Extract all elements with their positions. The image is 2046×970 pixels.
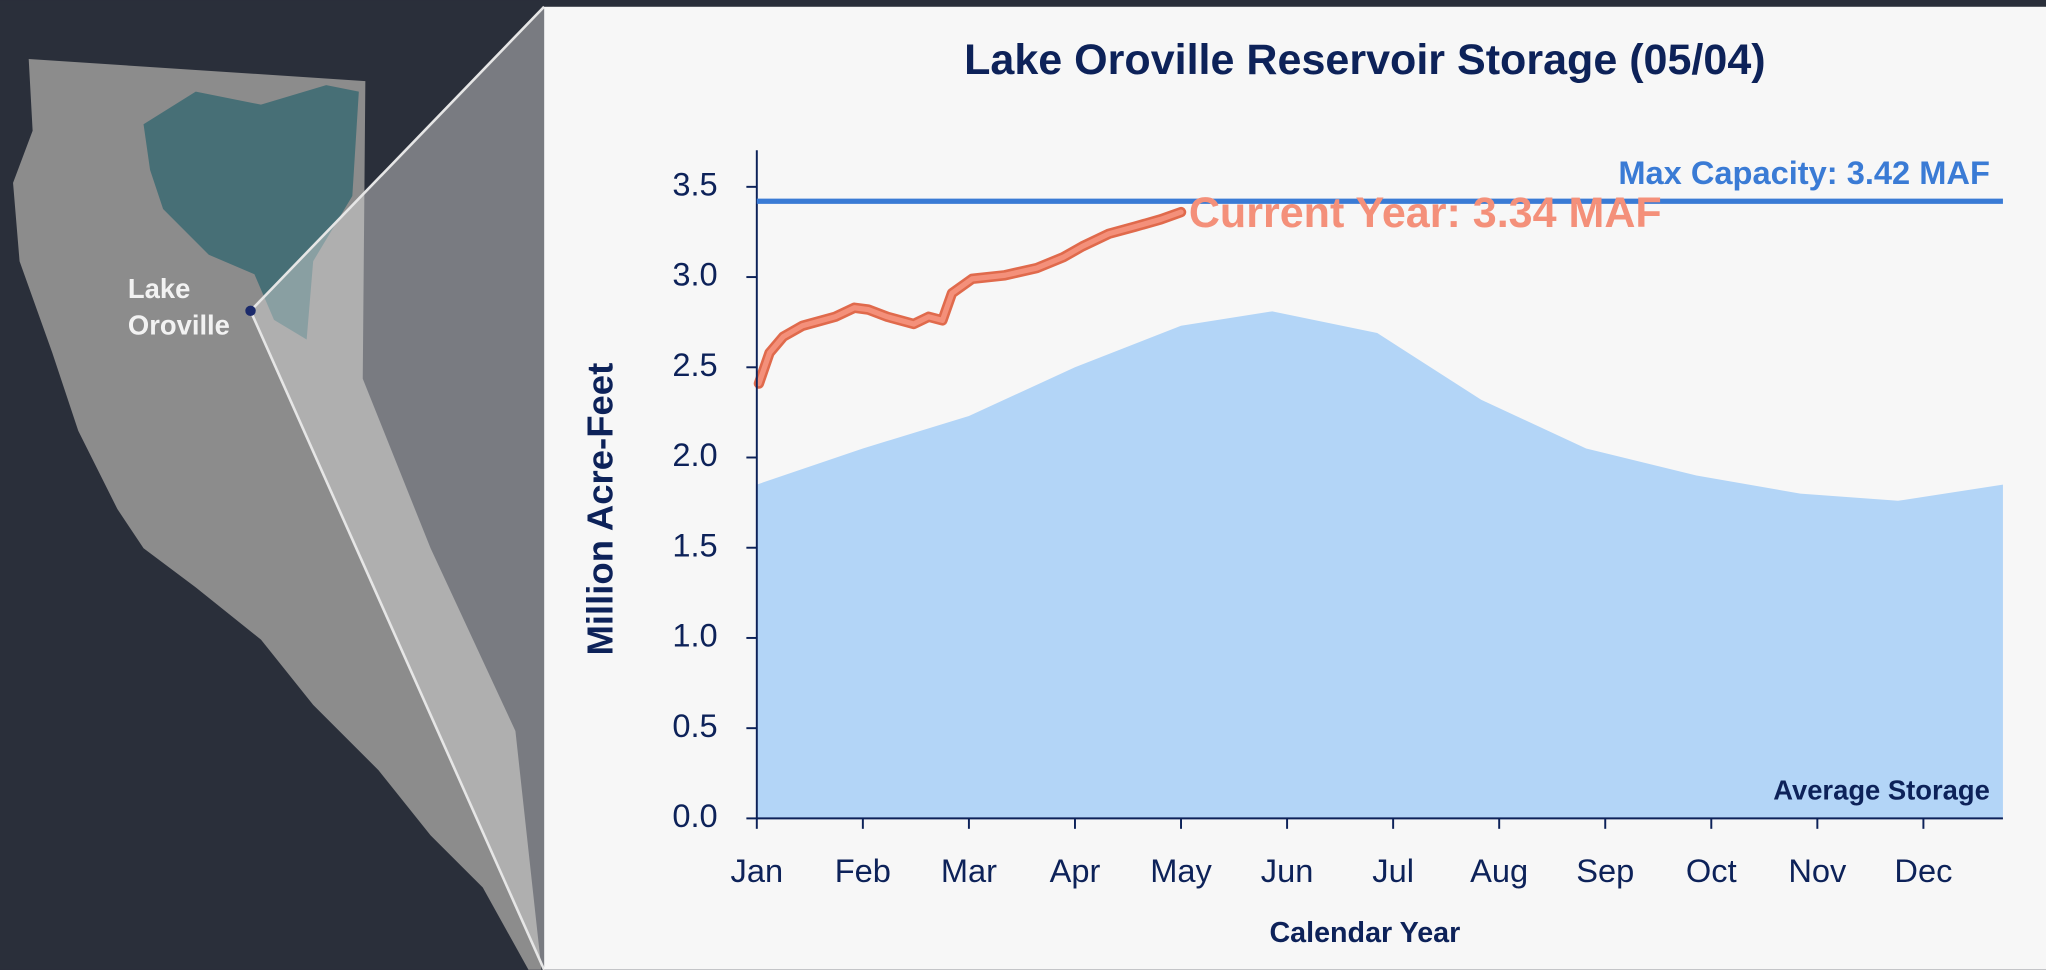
- x-tick-label: May: [1150, 852, 1212, 889]
- zoom-edge: [249, 5, 546, 312]
- california-map: [13, 58, 542, 970]
- y-tick-label: 0.5: [672, 707, 717, 744]
- x-tick-label: Oct: [1686, 852, 1737, 889]
- y-tick-label: 0.0: [672, 797, 717, 834]
- zoom-edge: [249, 310, 546, 970]
- watershed: [143, 85, 359, 340]
- y-tick-label: 2.0: [672, 436, 717, 473]
- area: [756, 311, 2003, 819]
- map-label-box: Lake Oroville: [127, 274, 230, 341]
- y-tick-label: 2.5: [672, 346, 717, 383]
- lake-marker: [245, 305, 256, 317]
- x-tick-label: Nov: [1788, 852, 1847, 889]
- x-tick-label: Jul: [1372, 852, 1414, 889]
- y-tick-label: 3.0: [672, 256, 717, 293]
- x-tick-label: Mar: [941, 852, 997, 889]
- x-tick-label: Feb: [835, 852, 891, 889]
- x-tick-label: Jan: [731, 852, 784, 889]
- x-axis-label: Calendar Year: [1269, 917, 1460, 949]
- line: [756, 209, 1184, 387]
- legend-label: Average Storage: [1773, 775, 1990, 806]
- y-tick-label: 1.5: [672, 526, 717, 563]
- x-tick-label: Sep: [1576, 852, 1634, 889]
- x-tick-label: Dec: [1894, 852, 1952, 889]
- max-capacity-label: Max Capacity: 3.42 MAF: [1618, 154, 1990, 191]
- y-axis-label: Million Acre-Feet: [579, 363, 620, 656]
- y-tick-label: 3.5: [672, 165, 717, 202]
- x-tick-label: Aug: [1470, 852, 1528, 889]
- map-label: Lake Oroville: [127, 274, 230, 341]
- x-tick-label: Apr: [1050, 852, 1101, 889]
- current-year-label: Current Year: 3.34 MAF: [1189, 189, 1662, 237]
- chart-title: Lake Oroville Reservoir Storage (05/04): [964, 36, 1766, 84]
- plot: Average Storage 0.0 0.5 1.0 1.5 2.0 2.5 3.0 3.5 J…: [672, 150, 2003, 889]
- y-tick-label: 1.0: [672, 617, 717, 654]
- zoom-wedge: [250, 6, 545, 970]
- x-tick-label: Jun: [1261, 852, 1314, 889]
